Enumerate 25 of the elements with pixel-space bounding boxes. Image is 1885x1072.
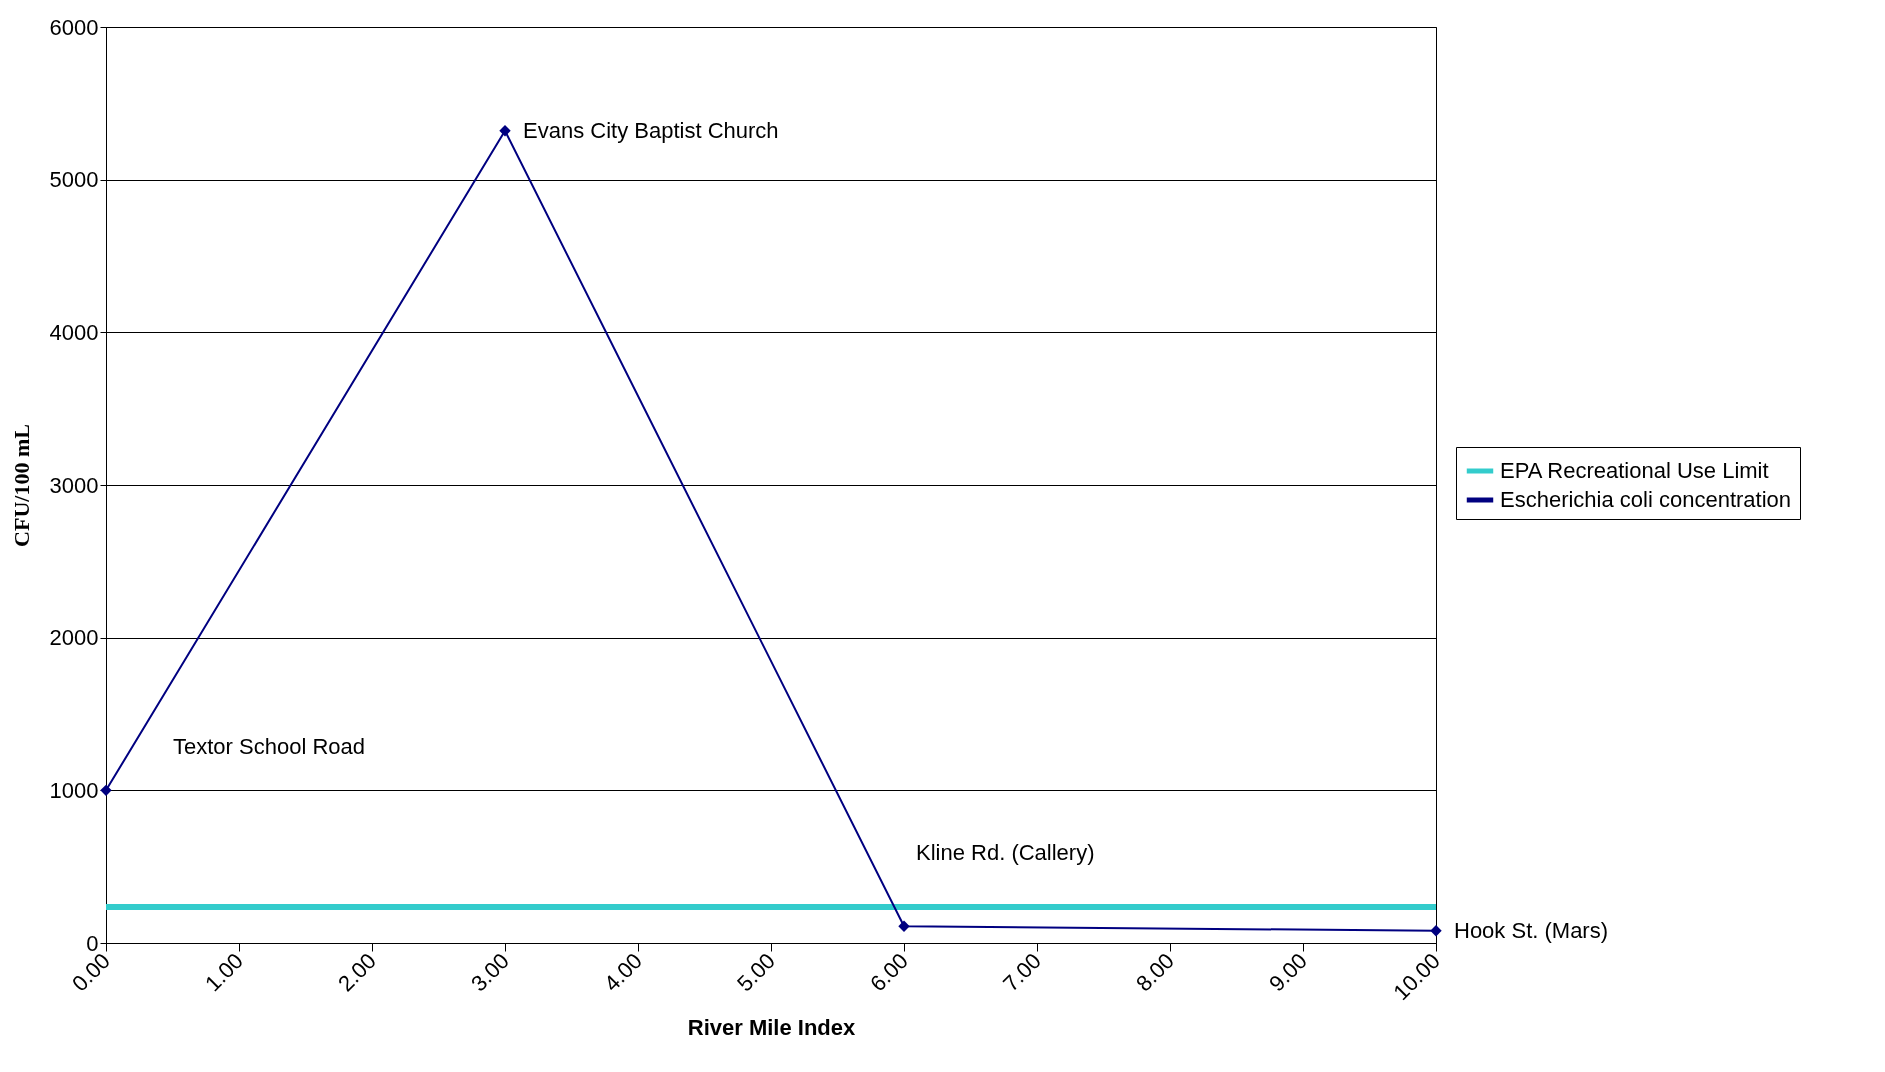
legend-label: Escherichia coli concentration — [1500, 487, 1792, 512]
x-axis-title: River Mile Index — [687, 1015, 857, 1041]
y-tick-label: 5000 — [49, 167, 99, 193]
x-tick-label: 7.00 — [998, 948, 1046, 997]
annotation: Evans City Baptist Church — [523, 117, 779, 143]
point — [499, 125, 511, 137]
y-tick-label: 1000 — [49, 777, 99, 803]
point — [898, 920, 910, 932]
annotation: Textor School Road — [173, 734, 365, 759]
x-tick-label: 4.00 — [599, 948, 647, 997]
y-tick-label: 4000 — [49, 319, 99, 345]
point — [100, 784, 112, 797]
y-axis-title: CFU/100 mL — [8, 424, 34, 547]
y-tick-label: 6000 — [49, 14, 99, 40]
x-tick-label: 8.00 — [1131, 948, 1179, 997]
x-tick-label: 6.00 — [865, 948, 913, 997]
x-tick-label: 5.00 — [732, 948, 780, 997]
legend-label: EPA Recreational Use Limit — [1500, 458, 1769, 483]
y-tick-label: 3000 — [49, 472, 99, 498]
y-tick-label: 2000 — [49, 625, 99, 651]
point — [1430, 925, 1442, 937]
annotation: Kline Rd. (Callery) — [916, 840, 1095, 866]
x-tick-label: 3.00 — [466, 948, 514, 997]
x-tick-label: 9.00 — [1264, 948, 1312, 997]
annotation: Hook St. (Mars) — [1454, 917, 1609, 943]
